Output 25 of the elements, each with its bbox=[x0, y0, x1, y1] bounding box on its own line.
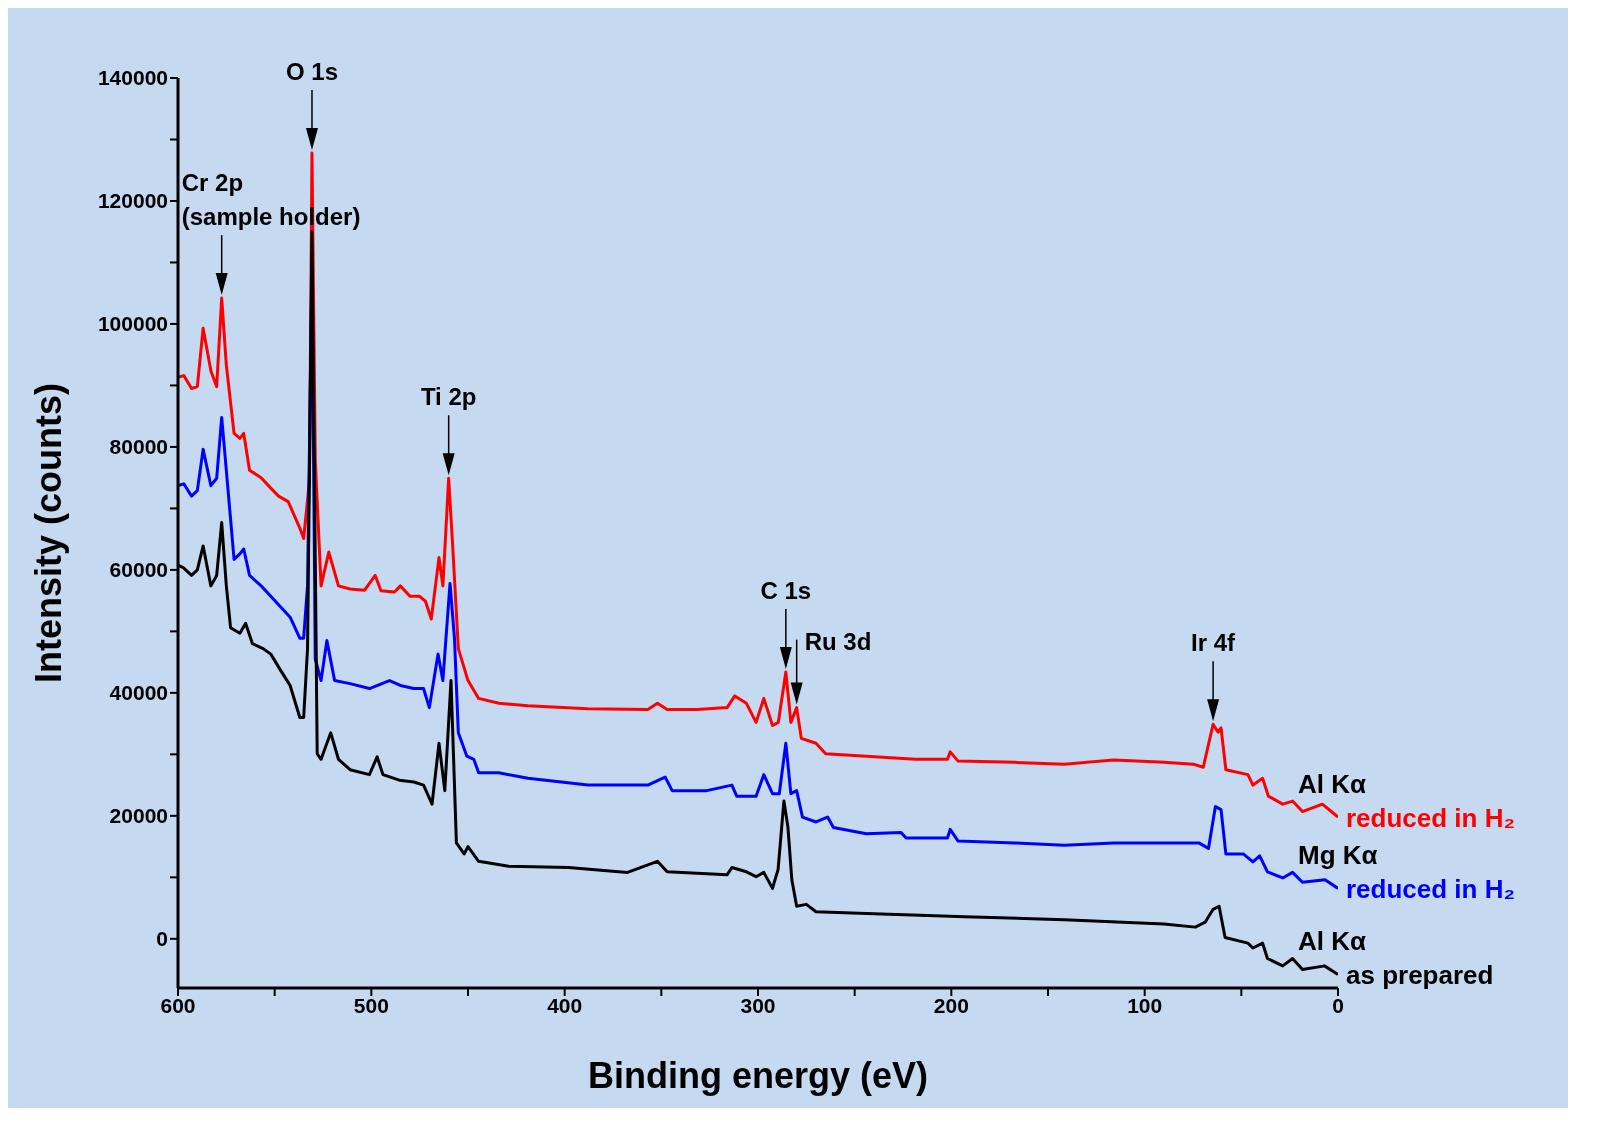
x-tick-label: 600 bbox=[160, 993, 196, 1017]
annotation: C 1s bbox=[760, 576, 812, 604]
y-tick-label: 120000 bbox=[97, 189, 168, 213]
x-axis-title: Binding energy (eV) bbox=[587, 1055, 929, 1096]
x-tick-label: 500 bbox=[353, 993, 389, 1017]
y-tick-label: 60000 bbox=[109, 558, 168, 582]
x-tick-label: 0 bbox=[1332, 993, 1344, 1017]
y-tick-label: 40000 bbox=[109, 681, 168, 705]
x-tick-label: 400 bbox=[547, 993, 583, 1017]
x-tick-label: 100 bbox=[1127, 993, 1163, 1017]
annotation: Ru 3d bbox=[804, 627, 872, 655]
y-tick-label: 100000 bbox=[97, 312, 168, 336]
annotation: O 1s bbox=[285, 58, 338, 86]
y-tick-label: 80000 bbox=[109, 435, 168, 459]
x-tick-label: 300 bbox=[740, 993, 776, 1017]
series-label: Mg Kα reduced in H₂ bbox=[1298, 840, 1516, 905]
series-label: Al Kα as prepared bbox=[1298, 926, 1494, 991]
y-tick-label: 20000 bbox=[109, 804, 168, 828]
annotation: Ti 2p bbox=[420, 383, 477, 411]
x-tick-label: 200 bbox=[933, 993, 969, 1017]
y-axis-title: Intensity (counts) bbox=[27, 382, 69, 684]
y-tick-label: 140000 bbox=[97, 66, 168, 90]
annotation: Ir 4f bbox=[1191, 629, 1237, 657]
series-label: Al Kα reduced in H₂ bbox=[1298, 769, 1516, 834]
y-tick-label: 0 bbox=[156, 927, 168, 951]
